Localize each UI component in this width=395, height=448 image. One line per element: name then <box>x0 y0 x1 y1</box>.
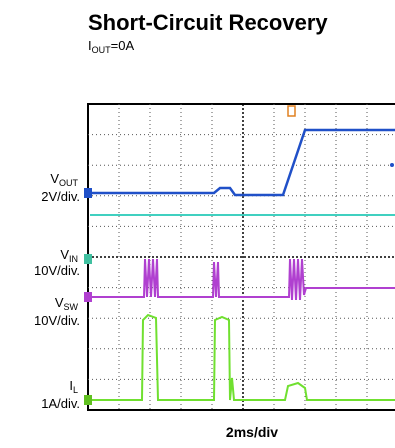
channel-scale: 1A/div. <box>41 396 80 411</box>
channel-labels: VOUT2V/div.VIN10V/div.VSW10V/div.IL1A/di… <box>34 171 80 411</box>
ch2-marker <box>84 254 92 264</box>
channel-main: V <box>55 295 64 310</box>
channel-sub: L <box>73 385 78 395</box>
channel-sub: OUT <box>59 178 79 188</box>
ch4-marker <box>84 395 92 405</box>
channel-sub: SW <box>64 302 79 312</box>
scope-screen <box>84 104 395 410</box>
channel-scale: 2V/div. <box>41 189 80 204</box>
vout-dot <box>390 163 394 167</box>
channel-scale: 10V/div. <box>34 313 80 328</box>
ch3-marker <box>84 292 92 302</box>
channel-scale: 10V/div. <box>34 263 80 278</box>
subtitle-sub: OUT <box>92 45 112 55</box>
x-label: 2ms/div <box>226 424 278 440</box>
channel-name: VSW <box>55 295 79 312</box>
title: Short-Circuit Recovery <box>88 10 328 35</box>
channel-main: V <box>60 247 69 262</box>
ch1-marker <box>84 188 92 198</box>
scope-figure: Short-Circuit Recovery IOUT=0A VOUT2V/di… <box>0 0 395 448</box>
channel-main: V <box>50 171 59 186</box>
subtitle: IOUT=0A <box>88 38 134 55</box>
subtitle-rest: =0A <box>111 38 135 53</box>
channel-name: VOUT <box>50 171 78 188</box>
channel-name: IL <box>69 378 78 395</box>
channel-name: VIN <box>60 247 78 264</box>
